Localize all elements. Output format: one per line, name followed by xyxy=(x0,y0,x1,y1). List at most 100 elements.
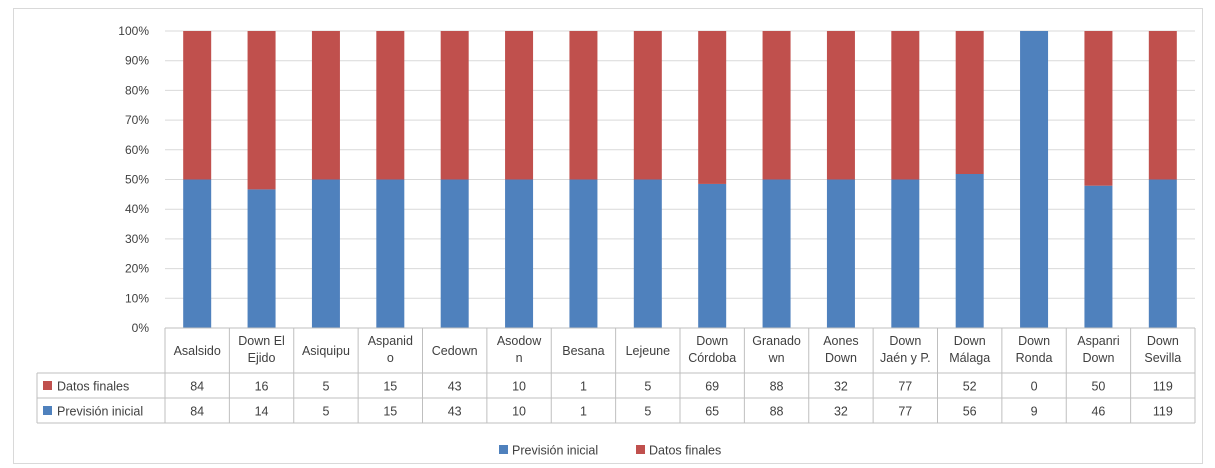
category-label: Málaga xyxy=(949,351,990,365)
category-label: Granado xyxy=(752,334,801,348)
data-label: 5 xyxy=(322,405,329,419)
category-label: Ejido xyxy=(248,351,276,365)
data-label: 15 xyxy=(383,405,397,419)
category-label: Asodow xyxy=(497,334,542,348)
data-label: 119 xyxy=(1153,405,1173,419)
bar-segment-prevision-inicial xyxy=(762,179,791,328)
data-label: 1 xyxy=(580,380,587,394)
category-label: Down xyxy=(954,334,986,348)
bar-segment-prevision-inicial xyxy=(698,183,727,328)
data-label: 88 xyxy=(770,380,784,394)
y-tick-label: 90% xyxy=(125,54,149,68)
data-label: 5 xyxy=(644,405,651,419)
data-label: 65 xyxy=(705,405,719,419)
bar-segment-prevision-inicial xyxy=(633,179,662,328)
data-label: 5 xyxy=(644,380,651,394)
bar-segment-datos-finales xyxy=(376,31,405,180)
bar-segment-prevision-inicial xyxy=(1148,179,1177,328)
bar-segment-prevision-inicial xyxy=(376,179,405,328)
data-label: 32 xyxy=(834,405,848,419)
category-label: Cedown xyxy=(432,344,478,358)
category-label: Down xyxy=(1082,351,1114,365)
legend-swatch xyxy=(636,445,645,454)
y-tick-label: 70% xyxy=(125,113,149,127)
data-label: 10 xyxy=(512,380,526,394)
data-label: 77 xyxy=(898,380,912,394)
bar-segment-datos-finales xyxy=(633,31,662,180)
legend-swatch xyxy=(499,445,508,454)
data-label: 88 xyxy=(770,405,784,419)
data-label: 52 xyxy=(963,380,977,394)
bar-segment-prevision-inicial xyxy=(247,189,276,328)
bar-segment-datos-finales xyxy=(1084,31,1113,186)
bar-segment-datos-finales xyxy=(505,31,534,180)
y-tick-label: 0% xyxy=(132,321,150,335)
data-label: 43 xyxy=(448,380,462,394)
category-label: Aspanri xyxy=(1077,334,1119,348)
bar-segment-datos-finales xyxy=(183,31,212,180)
category-label: Besana xyxy=(562,344,604,358)
category-label: wn xyxy=(768,351,785,365)
data-label: 9 xyxy=(1031,405,1038,419)
data-label: 1 xyxy=(580,405,587,419)
bar-segment-datos-finales xyxy=(569,31,598,180)
category-label: Down El xyxy=(238,334,285,348)
table-row-label: Previsión inicial xyxy=(57,405,143,419)
bar-segment-datos-finales xyxy=(1148,31,1177,180)
y-tick-label: 30% xyxy=(125,232,149,246)
category-label: Ronda xyxy=(1016,351,1053,365)
category-label: o xyxy=(387,351,394,365)
data-label: 84 xyxy=(190,405,204,419)
data-label: 10 xyxy=(512,405,526,419)
bar-segment-prevision-inicial xyxy=(505,179,534,328)
data-label: 16 xyxy=(255,380,269,394)
category-label: Aones xyxy=(823,334,858,348)
category-label: Córdoba xyxy=(688,351,736,365)
category-label: Down xyxy=(1018,334,1050,348)
category-label: Sevilla xyxy=(1144,351,1181,365)
bar-segment-datos-finales xyxy=(891,31,920,180)
bar-segment-prevision-inicial xyxy=(1020,31,1049,328)
bar-segment-prevision-inicial xyxy=(826,179,855,328)
category-label: Down xyxy=(696,334,728,348)
category-label: Aspanid xyxy=(368,334,413,348)
data-label: 14 xyxy=(255,405,269,419)
data-label: 77 xyxy=(898,405,912,419)
data-label: 46 xyxy=(1091,405,1105,419)
y-tick-label: 80% xyxy=(125,83,149,97)
data-label: 50 xyxy=(1091,380,1105,394)
data-label: 0 xyxy=(1031,380,1038,394)
data-label: 5 xyxy=(322,380,329,394)
data-label: 69 xyxy=(705,380,719,394)
data-label: 119 xyxy=(1153,380,1173,394)
bar-segment-prevision-inicial xyxy=(311,179,340,328)
category-label: Asiquipu xyxy=(302,344,350,358)
bar-segment-prevision-inicial xyxy=(569,179,598,328)
bar-segment-datos-finales xyxy=(440,31,469,180)
bar-segment-prevision-inicial xyxy=(891,179,920,328)
category-label: n xyxy=(516,351,523,365)
bar-segment-prevision-inicial xyxy=(440,179,469,328)
y-tick-label: 100% xyxy=(118,24,149,38)
category-label: Asalsido xyxy=(174,344,221,358)
data-label: 56 xyxy=(963,405,977,419)
bar-segment-datos-finales xyxy=(955,31,984,174)
bar-segment-prevision-inicial xyxy=(183,179,212,328)
category-label: Down xyxy=(825,351,857,365)
data-label: 43 xyxy=(448,405,462,419)
category-label: Jaén y P. xyxy=(880,351,931,365)
bar-segment-datos-finales xyxy=(762,31,791,180)
chart-frame xyxy=(13,8,1203,464)
y-tick-label: 20% xyxy=(125,262,149,276)
bar-segment-datos-finales xyxy=(826,31,855,180)
y-tick-label: 10% xyxy=(125,291,149,305)
data-label: 84 xyxy=(190,380,204,394)
bar-segment-datos-finales xyxy=(698,31,727,184)
bar-segment-datos-finales xyxy=(311,31,340,180)
bar-segment-prevision-inicial xyxy=(955,174,984,328)
bar-segment-prevision-inicial xyxy=(1084,185,1113,328)
category-label: Lejeune xyxy=(626,344,671,358)
data-label: 32 xyxy=(834,380,848,394)
y-tick-label: 40% xyxy=(125,202,149,216)
